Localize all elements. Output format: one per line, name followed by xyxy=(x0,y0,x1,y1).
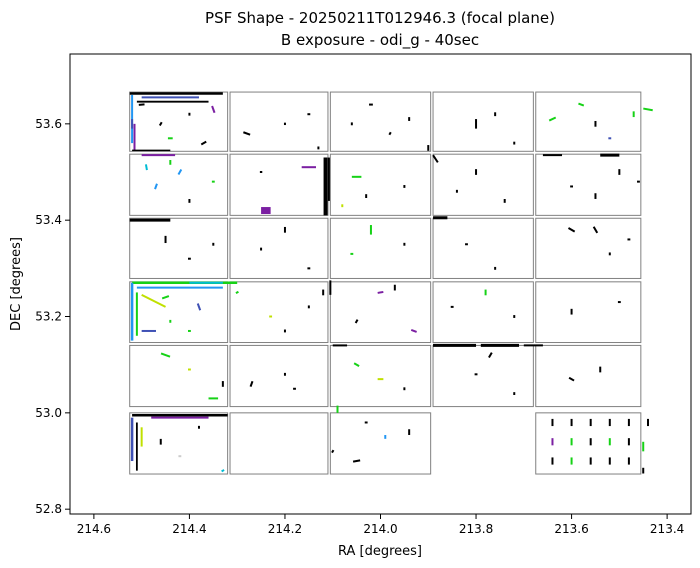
psf-whisker xyxy=(211,105,216,114)
ota-chip xyxy=(432,281,534,344)
ota-chip xyxy=(329,412,432,475)
x-tick-label: 214.2 xyxy=(268,522,302,536)
psf-whisker xyxy=(160,352,171,358)
ota-chip xyxy=(129,91,229,152)
psf-whisker xyxy=(353,362,360,367)
psf-whisker xyxy=(200,140,207,146)
psf-streaks xyxy=(129,92,620,471)
plot-area xyxy=(129,91,653,475)
y-axis-ticks: 52.8 53.0 53.2 53.4 53.6 xyxy=(35,117,70,516)
y-tick-label: 53.4 xyxy=(35,213,62,227)
ota-chip xyxy=(129,412,229,475)
ota-chip xyxy=(329,91,432,152)
psf-whisker xyxy=(568,376,575,382)
psf-whisker xyxy=(177,169,183,175)
psf-whisker xyxy=(354,319,359,324)
psf-whisker xyxy=(161,295,170,300)
ota-chip xyxy=(129,217,229,279)
psf-whisker xyxy=(388,131,392,136)
y-tick-label: 53.2 xyxy=(35,310,62,324)
x-axis-ticks: 214.6 214.4 214.2 214.0 213.8 213.6 213.4 xyxy=(77,514,684,536)
ota-chip xyxy=(229,91,329,152)
psf-whisker xyxy=(548,116,557,122)
y-tick-label: 53.6 xyxy=(35,117,62,131)
ota-chip xyxy=(535,281,642,344)
ota-chip xyxy=(229,217,329,279)
x-tick-label: 213.8 xyxy=(459,522,493,536)
chart-title: PSF Shape - 20250211T012946.3 (focal pla… xyxy=(205,9,555,27)
ota-chip-outlines xyxy=(129,91,642,475)
y-tick-label: 52.8 xyxy=(35,502,62,516)
psf-whisker xyxy=(592,226,599,234)
psf-whisker xyxy=(196,303,202,311)
x-tick-label: 213.4 xyxy=(650,522,684,536)
psf-whisker xyxy=(352,459,361,463)
psf-whisker xyxy=(578,102,585,107)
x-tick-label: 214.0 xyxy=(363,522,397,536)
psf-whisker xyxy=(331,449,335,454)
psf-whisker xyxy=(249,380,254,387)
psf-whisker xyxy=(488,352,493,359)
x-axis-label: RA [degrees] xyxy=(338,544,422,559)
psf-streak xyxy=(141,293,166,308)
ota-chip xyxy=(129,344,229,408)
y-axis-label: DEC [degrees] xyxy=(9,237,24,331)
psf-whisker xyxy=(377,290,384,294)
psf-whisker xyxy=(154,183,158,190)
psf-whisker xyxy=(567,227,576,233)
ota-chip xyxy=(432,217,534,279)
ota-chip xyxy=(329,217,432,279)
x-tick-label: 214.6 xyxy=(77,522,111,536)
ota-chip xyxy=(129,153,229,216)
ota-chip xyxy=(229,412,329,475)
psf-whisker xyxy=(643,107,653,112)
ota-chip xyxy=(329,153,432,216)
y-tick-label: 53.0 xyxy=(35,406,62,420)
ota-chip xyxy=(535,344,642,408)
ota-chip xyxy=(535,153,642,216)
x-tick-label: 214.4 xyxy=(172,522,206,536)
ota-chip xyxy=(329,281,432,344)
psf-whisker xyxy=(144,164,148,171)
ota-chip xyxy=(329,344,432,408)
psf-whisker xyxy=(243,131,251,136)
ota-chip xyxy=(432,153,534,216)
psf-whisker xyxy=(235,290,239,295)
psf-whisker xyxy=(221,469,225,473)
ota-chip xyxy=(535,412,642,475)
ota-chip xyxy=(535,91,642,152)
ota-chip xyxy=(229,281,329,344)
x-tick-label: 213.6 xyxy=(554,522,588,536)
psf-whiskers xyxy=(131,102,653,474)
chart-subtitle: B exposure - odi_g - 40sec xyxy=(281,31,479,50)
ota-chip xyxy=(229,344,329,408)
psf-whisker xyxy=(410,329,417,333)
psf-whisker xyxy=(158,121,163,126)
psf-streak xyxy=(432,154,439,163)
ota-chip xyxy=(535,217,642,279)
ota-chip xyxy=(432,91,534,152)
